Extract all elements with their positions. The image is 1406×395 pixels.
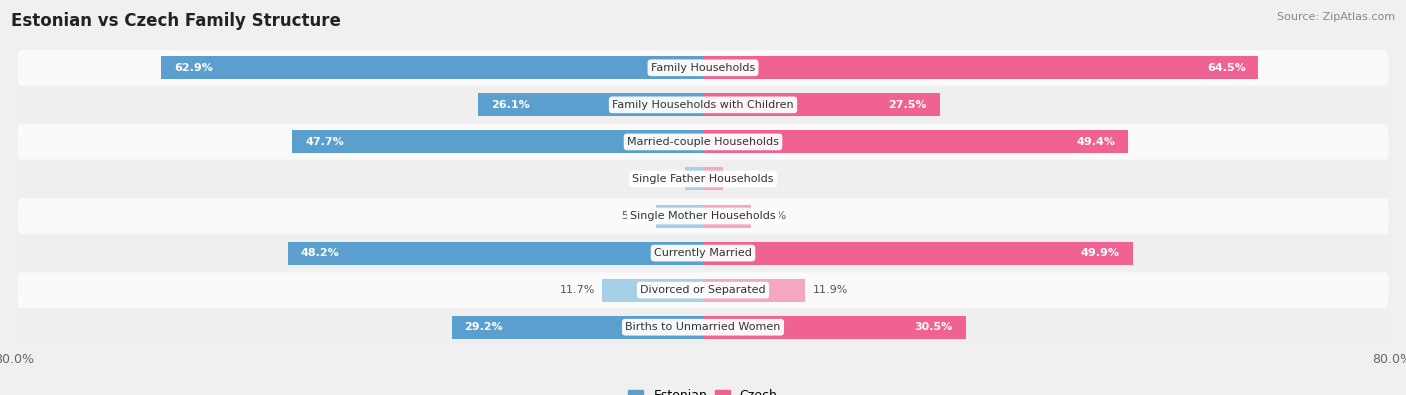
Bar [288, 242, 703, 265]
FancyBboxPatch shape [17, 124, 1389, 160]
FancyBboxPatch shape [17, 50, 1389, 86]
Bar [703, 167, 723, 190]
Bar [703, 205, 751, 228]
Text: Divorced or Separated: Divorced or Separated [640, 285, 766, 295]
Bar [703, 56, 1258, 79]
Text: Single Mother Households: Single Mother Households [630, 211, 776, 221]
Text: Family Households with Children: Family Households with Children [612, 100, 794, 110]
Text: 49.9%: 49.9% [1081, 248, 1119, 258]
Bar [451, 316, 703, 339]
Bar [703, 93, 939, 117]
Text: 5.4%: 5.4% [621, 211, 650, 221]
Text: 5.6%: 5.6% [758, 211, 786, 221]
Bar [703, 242, 1133, 265]
FancyBboxPatch shape [17, 309, 1389, 345]
Text: Source: ZipAtlas.com: Source: ZipAtlas.com [1277, 12, 1395, 22]
Text: 30.5%: 30.5% [914, 322, 953, 332]
Text: 11.7%: 11.7% [560, 285, 595, 295]
Text: 29.2%: 29.2% [464, 322, 503, 332]
Text: 2.1%: 2.1% [650, 174, 678, 184]
Bar [292, 130, 703, 153]
Text: 27.5%: 27.5% [889, 100, 927, 110]
Text: Married-couple Households: Married-couple Households [627, 137, 779, 147]
Text: Family Households: Family Households [651, 63, 755, 73]
Legend: Estonian, Czech: Estonian, Czech [623, 384, 783, 395]
Text: Single Father Households: Single Father Households [633, 174, 773, 184]
Text: 47.7%: 47.7% [305, 137, 344, 147]
Bar [657, 205, 703, 228]
FancyBboxPatch shape [17, 161, 1389, 197]
FancyBboxPatch shape [17, 198, 1389, 234]
Bar [602, 278, 703, 302]
Text: Births to Unmarried Women: Births to Unmarried Women [626, 322, 780, 332]
Text: Currently Married: Currently Married [654, 248, 752, 258]
Bar [478, 93, 703, 117]
Text: Estonian vs Czech Family Structure: Estonian vs Czech Family Structure [11, 12, 342, 30]
Text: 2.3%: 2.3% [730, 174, 758, 184]
Bar [703, 316, 966, 339]
FancyBboxPatch shape [17, 273, 1389, 308]
Text: 26.1%: 26.1% [491, 100, 530, 110]
FancyBboxPatch shape [17, 87, 1389, 122]
Bar [685, 167, 703, 190]
Text: 11.9%: 11.9% [813, 285, 848, 295]
Text: 48.2%: 48.2% [301, 248, 340, 258]
Text: 49.4%: 49.4% [1077, 137, 1115, 147]
Bar [703, 278, 806, 302]
Bar [162, 56, 703, 79]
Text: 62.9%: 62.9% [174, 63, 214, 73]
Text: 64.5%: 64.5% [1206, 63, 1246, 73]
FancyBboxPatch shape [17, 235, 1389, 271]
Bar [703, 130, 1129, 153]
